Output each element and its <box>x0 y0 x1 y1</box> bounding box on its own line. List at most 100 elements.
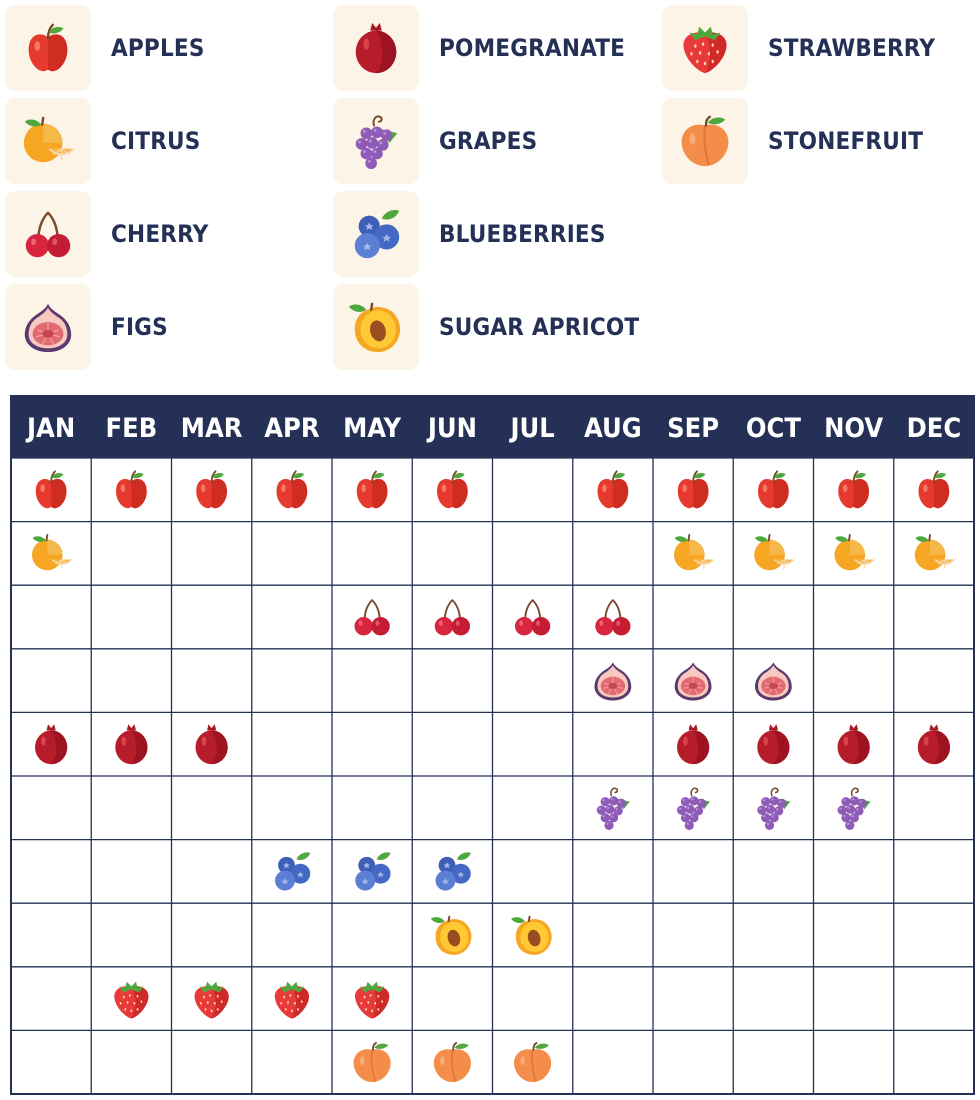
pomegranate-icon <box>195 724 228 765</box>
month-header-oct: OCT <box>746 413 801 444</box>
legend-tile <box>333 284 419 370</box>
legend-item-strawberry: STRAWBERRY <box>662 4 935 92</box>
month-header-bar <box>11 396 974 458</box>
pomegranate-icon <box>35 724 68 765</box>
blueberry-icon <box>435 852 471 891</box>
citrus-icon <box>672 534 716 572</box>
apple-icon <box>115 470 148 510</box>
cherry-icon <box>433 599 471 637</box>
legend-tile <box>5 191 91 277</box>
legend-label-blueberries: BLUEBERRIES <box>439 220 606 248</box>
legend-item-sugar-apricot: SUGAR APRICOT <box>333 283 639 371</box>
citrus-icon <box>753 534 796 572</box>
cherry-icon <box>353 599 391 637</box>
stonefruit-icon <box>352 1042 392 1084</box>
month-header-jan: JAN <box>25 413 75 444</box>
legend-item-stonefruit: STONEFRUIT <box>662 97 923 185</box>
pomegranate-icon <box>347 19 405 77</box>
apricot-icon <box>347 298 405 356</box>
month-header-jun: JUN <box>426 413 477 444</box>
calendar-border <box>10 395 975 1095</box>
month-header-feb: FEB <box>106 413 158 444</box>
legend-tile <box>333 191 419 277</box>
legend-tile <box>662 5 748 91</box>
strawberry-icon <box>114 981 149 1019</box>
grapes-icon <box>596 787 631 831</box>
apple-icon <box>596 470 630 510</box>
month-header-nov: NOV <box>824 413 883 444</box>
citrus-icon <box>31 534 74 572</box>
legend-tile <box>5 98 91 184</box>
season-calendar: JAN FEB MAR APR MAY JUN JUL AUG SEP OCT NOV DEC <box>10 395 975 1095</box>
fig-icon <box>19 298 77 356</box>
legend-item-citrus: CITRUS <box>5 97 201 185</box>
legend-label-pomegranate: POMEGRANATE <box>439 34 626 62</box>
apple-icon <box>837 470 870 510</box>
blueberry-icon <box>275 852 311 891</box>
month-header-apr: APR <box>264 413 320 444</box>
apple-icon <box>275 470 309 510</box>
legend-tile <box>662 98 748 184</box>
season-calendar-grid: JAN FEB MAR APR MAY JUN JUL AUG SEP OCT NOV DEC <box>10 395 975 1095</box>
fig-icon <box>754 661 793 701</box>
legend-label-grapes: GRAPES <box>439 127 538 155</box>
legend-label-apples: APPLES <box>111 34 205 62</box>
pomegranate-icon <box>115 724 148 765</box>
grapes-icon <box>836 787 872 831</box>
apple-icon <box>34 470 68 510</box>
legend-label-figs: FIGS <box>111 313 168 341</box>
legend-tile <box>5 284 91 370</box>
apple-icon <box>917 470 951 510</box>
cherry-icon <box>514 599 552 637</box>
cherry-icon <box>594 599 632 637</box>
legend-item-blueberries: BLUEBERRIES <box>333 190 606 278</box>
apple-icon <box>676 470 710 510</box>
apricot-icon <box>429 915 473 956</box>
citrus-icon <box>833 534 877 572</box>
month-header-jul: JUL <box>509 413 555 444</box>
month-header-sep: SEP <box>667 413 719 444</box>
pomegranate-icon <box>677 724 710 765</box>
apricot-icon <box>510 915 553 956</box>
blueberry-icon <box>355 852 391 891</box>
stonefruit-icon <box>432 1042 472 1084</box>
legend-item-pomegranate: POMEGRANATE <box>333 4 625 92</box>
stonefruit-icon <box>676 112 734 170</box>
month-header-may: MAY <box>343 413 401 444</box>
citrus-icon <box>19 112 77 170</box>
legend-tile <box>333 98 419 184</box>
cherry-icon <box>19 205 77 263</box>
pomegranate-icon <box>917 724 950 765</box>
pomegranate-icon <box>837 724 870 765</box>
fig-icon <box>674 661 712 701</box>
legend-item-grapes: GRAPES <box>333 97 537 185</box>
pomegranate-icon <box>757 724 790 765</box>
apple-icon <box>436 470 469 510</box>
legend-label-stonefruit: STONEFRUIT <box>768 127 924 155</box>
legend-tile <box>5 5 91 91</box>
blueberry-icon <box>347 205 405 263</box>
legend-label-sugar-apricot: SUGAR APRICOT <box>439 313 640 341</box>
legend-item-figs: FIGS <box>5 283 168 371</box>
apple-icon <box>19 19 77 77</box>
grapes-icon <box>347 112 405 170</box>
legend-item-cherry: CHERRY <box>5 190 208 278</box>
legend-label-strawberry: STRAWBERRY <box>768 34 936 62</box>
apple-icon <box>355 470 389 510</box>
grapes-icon <box>756 787 792 831</box>
strawberry-icon <box>274 981 309 1019</box>
legend-label-cherry: CHERRY <box>111 220 209 248</box>
month-header-dec: DEC <box>907 413 962 444</box>
strawberry-icon <box>194 981 229 1019</box>
month-header-mar: MAR <box>181 413 243 444</box>
legend-item-apples: APPLES <box>5 4 205 92</box>
month-header-aug: AUG <box>584 413 642 444</box>
strawberry-icon <box>355 981 390 1019</box>
legend-label-citrus: CITRUS <box>111 127 201 155</box>
citrus-icon <box>913 534 957 572</box>
grapes-icon <box>676 787 711 831</box>
strawberry-icon <box>676 19 734 77</box>
legend-tile <box>333 5 419 91</box>
stonefruit-icon <box>513 1042 553 1084</box>
fig-icon <box>594 661 632 701</box>
